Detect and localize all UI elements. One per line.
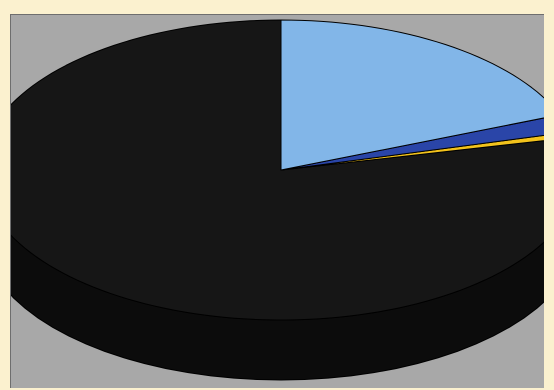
pie-chart — [11, 19, 544, 381]
pie-slice-3 — [280, 19, 544, 171]
pie-slice-0 — [11, 19, 544, 321]
pie-tops — [11, 19, 544, 321]
plot-area — [10, 14, 544, 388]
